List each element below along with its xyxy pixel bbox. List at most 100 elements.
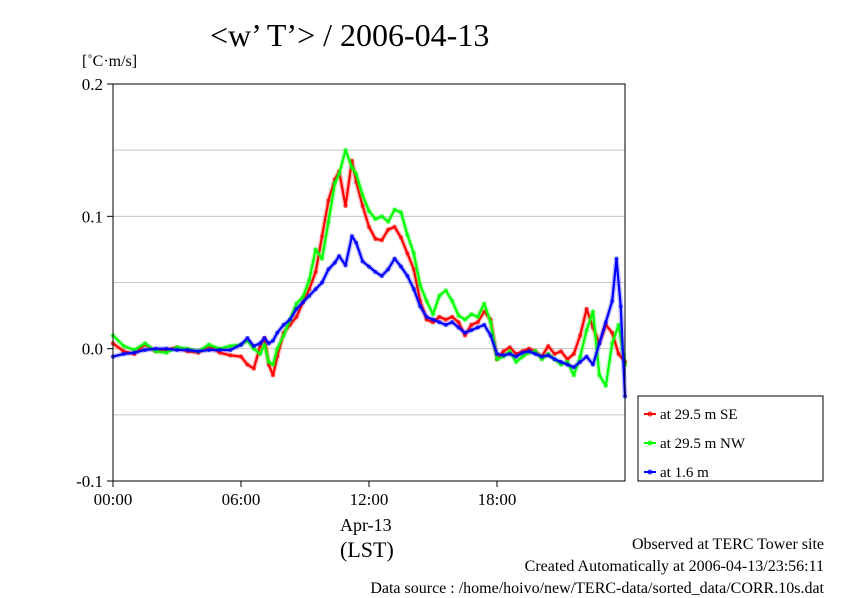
series-2-point-62 (546, 353, 551, 358)
series-1-point-29 (337, 172, 342, 176)
series-2-point-33 (360, 259, 365, 264)
series-2-point-30 (343, 263, 348, 268)
series-2-point-23 (300, 300, 305, 305)
series-2-point-38 (392, 256, 397, 261)
series-2-point-7 (185, 348, 190, 352)
x-tick-label-0: 00:00 (94, 490, 133, 509)
legend-box (637, 395, 824, 482)
series-1-point-34 (367, 209, 371, 213)
series-0-point-33 (360, 203, 365, 208)
series-2-point-48 (456, 325, 461, 330)
series-0-point-41 (411, 267, 416, 272)
series-0-point-11 (228, 353, 233, 358)
series-1-point-22 (294, 301, 299, 306)
series-1-point-54 (495, 357, 499, 362)
legend-label-0: at 29.5 m SE (660, 407, 738, 423)
series-2-point-24 (307, 293, 312, 298)
series-2-point-56 (507, 352, 512, 356)
series-0-point-45 (437, 314, 442, 319)
series-1-point-67 (578, 354, 583, 359)
series-0-point-18 (271, 373, 275, 378)
series-2-point-21 (288, 317, 293, 322)
series-2-point-40 (405, 273, 410, 278)
series-0-point-30 (343, 203, 348, 208)
legend-marker-0 (647, 411, 653, 417)
series-line-2 (111, 235, 627, 398)
series-1-point-48 (456, 313, 461, 318)
x-tick-label-2: 12:00 (350, 490, 389, 509)
series-1-point-49 (463, 317, 467, 322)
series-2-point-27 (326, 267, 331, 272)
y-tick-label-2: 0.1 (82, 207, 103, 226)
series-2-point-73 (614, 256, 619, 261)
series-2-point-51 (475, 325, 480, 330)
series-2-point-64 (559, 359, 563, 364)
time-zone-label: (LST) (340, 537, 394, 562)
series-1-point-73 (616, 322, 621, 327)
series-0-point-34 (367, 224, 371, 229)
series-1-point-24 (307, 277, 312, 282)
series-1-point-53 (488, 320, 493, 325)
series-2-point-10 (217, 348, 222, 352)
series-1-point-50 (469, 312, 474, 317)
y-tick-label-0: -0.1 (76, 472, 103, 491)
series-0-point-46 (443, 317, 448, 322)
series-1-point-31 (349, 165, 354, 170)
x-tick-label-3: 18:00 (478, 490, 517, 509)
series-0-point-68 (584, 307, 589, 311)
series-layer (110, 147, 628, 399)
series-2-point-65 (565, 362, 570, 367)
series-0-point-48 (456, 320, 461, 325)
series-1-point-44 (431, 312, 435, 317)
series-1-point-38 (392, 207, 397, 212)
chart-title: <w’ T’> / 2006-04-13 (210, 17, 490, 53)
series-1-point-5 (164, 350, 169, 355)
grid-layer (113, 149, 625, 416)
series-1-point-41 (411, 251, 416, 256)
series-2-point-54 (495, 352, 499, 356)
series-0-point-50 (469, 322, 474, 327)
series-1-point-72 (610, 341, 615, 346)
series-2-point-25 (313, 287, 318, 292)
series-2-point-66 (571, 365, 576, 370)
series-2-point-19 (275, 330, 280, 335)
series-1-point-3 (143, 341, 147, 346)
date-label: Apr-13 (340, 515, 392, 535)
series-2-point-42 (418, 304, 423, 309)
series-2-point-57 (514, 354, 519, 359)
series-2-point-45 (437, 320, 442, 325)
series-2-point-68 (584, 354, 589, 359)
series-0-point-73 (616, 352, 621, 356)
series-1-point-25 (313, 247, 318, 252)
series-glow-2 (110, 233, 628, 399)
series-1-point-45 (437, 293, 442, 298)
series-2-point-50 (469, 328, 474, 333)
series-2-point-31 (349, 234, 354, 239)
series-0-point-62 (546, 344, 551, 348)
series-2-point-67 (578, 359, 583, 364)
series-2-point-34 (367, 264, 371, 269)
series-1-point-23 (300, 295, 305, 300)
series-2-point-26 (320, 280, 325, 285)
series-2-point-12 (239, 342, 243, 347)
series-2-point-1 (121, 352, 126, 356)
series-2-point-2 (132, 350, 137, 355)
series-2-point-52 (482, 322, 487, 327)
series-1-point-52 (482, 301, 487, 306)
series-0-point-47 (450, 314, 455, 319)
series-2-point-58 (520, 350, 525, 355)
series-2-point-3 (143, 348, 147, 352)
series-2-point-39 (399, 264, 403, 269)
series-1-point-17 (266, 359, 271, 364)
series-2-point-16 (262, 336, 267, 341)
x-tick-label-1: 06:00 (222, 490, 261, 509)
series-2-point-60 (533, 352, 538, 356)
series-0-point-36 (379, 238, 384, 243)
series-1-point-69 (591, 309, 595, 314)
series-2-point-22 (294, 307, 299, 311)
series-2-point-6 (175, 348, 179, 352)
series-1-point-26 (320, 256, 325, 261)
series-2-point-32 (354, 240, 359, 245)
series-0-point-37 (386, 227, 391, 232)
series-2-point-17 (266, 341, 271, 346)
